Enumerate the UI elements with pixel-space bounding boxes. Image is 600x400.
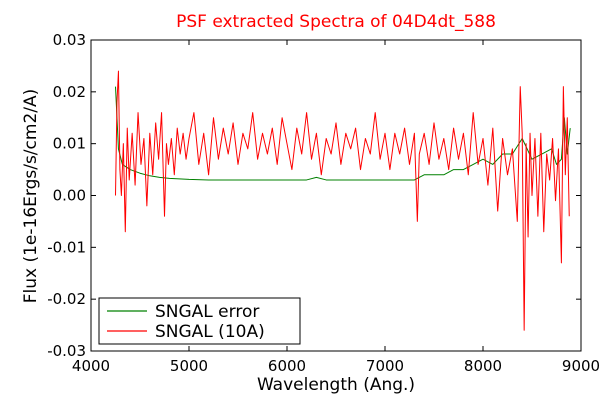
x-tick-label: 6000 (268, 357, 306, 375)
y-tick-label: 0.03 (53, 31, 86, 49)
chart-title: PSF extracted Spectra of 04D4dt_588 (176, 12, 496, 32)
y-tick-label: 0.00 (53, 187, 86, 205)
series-line-sngal-10a (115, 70, 570, 331)
y-tick-label: 0.01 (53, 135, 86, 153)
legend: SNGAL error SNGAL (10A) (98, 297, 301, 345)
x-tick-label: 4000 (72, 357, 110, 375)
x-tick-label: 5000 (170, 357, 208, 375)
legend-box (98, 297, 301, 345)
y-axis-label: Flux (1e-16Ergs/s/cm2/A) (21, 89, 41, 304)
legend-label-sngal-10a: SNGAL (10A) (155, 322, 265, 342)
x-axis-label: Wavelength (Ang.) (257, 375, 415, 395)
y-tick-label: -0.01 (47, 238, 86, 256)
legend-label-sngal-error: SNGAL error (155, 302, 259, 322)
y-tick-label: 0.02 (53, 83, 86, 101)
y-tick-label: -0.03 (47, 342, 86, 360)
x-tick-label: 7000 (366, 357, 404, 375)
series-layer (115, 70, 571, 331)
x-tick-label: 9000 (562, 357, 600, 375)
y-tick-label: -0.02 (47, 290, 86, 308)
x-tick-label: 8000 (464, 357, 502, 375)
ticks-layer: 4000 5000 6000 7000 8000 9000 -0.03 -0.02 -0.01 0… (47, 31, 600, 375)
